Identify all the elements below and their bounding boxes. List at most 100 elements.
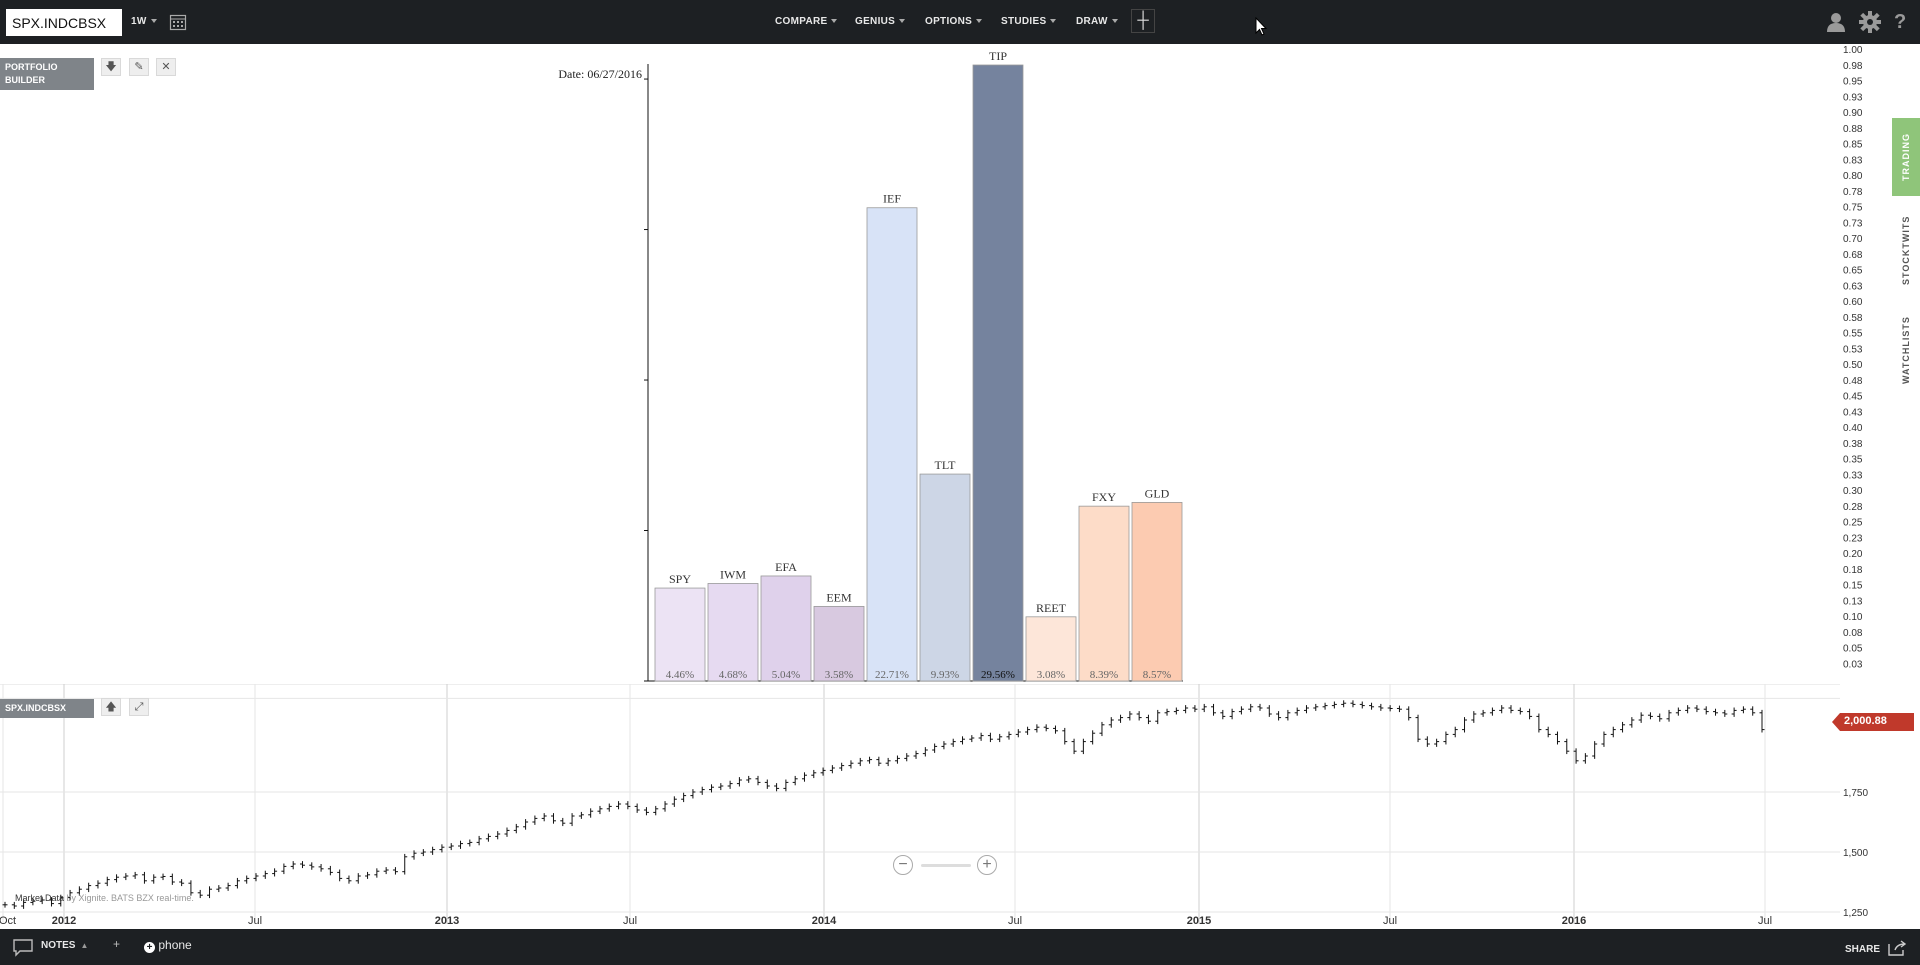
share-label: SHARE [1845, 944, 1881, 955]
bar-label-gld: GLD [1145, 486, 1170, 500]
compare-label: COMPARE [775, 16, 828, 27]
price-x-tick-label: 2013 [435, 915, 459, 927]
period-dropdown[interactable]: 1W [131, 0, 157, 44]
right-axis-tick-label: 0.48 [1843, 376, 1863, 387]
notes-button[interactable]: NOTES ▲ [41, 940, 88, 951]
right-axis-tick-label: 0.38 [1843, 439, 1863, 450]
portfolio-builder-title: PORTFOLIO BUILDER [0, 58, 94, 90]
notes-icon[interactable] [12, 938, 34, 963]
tab-stocktwits-label: STOCKTWITS [1901, 215, 1911, 285]
bar-label-tip: TIP [989, 49, 1007, 63]
chevron-down-icon [1050, 19, 1057, 24]
right-axis-tick-label: 0.45 [1843, 392, 1863, 403]
status-bar: NOTES ▲ + + phone SHARE [0, 929, 1920, 965]
genius-menu[interactable]: GENIUS [855, 0, 906, 44]
tab-trading[interactable]: TRADING [1892, 118, 1920, 196]
right-axis-tick-label: 0.35 [1843, 455, 1863, 466]
price-series [2, 700, 1765, 909]
close-icon: ✕ [161, 61, 171, 73]
expand-button[interactable]: ⤢ [129, 698, 149, 716]
price-x-tick-label: Jul [248, 915, 262, 927]
expand-icon: ⤢ [134, 701, 144, 713]
add-note-button[interactable]: + [113, 937, 120, 951]
crosshair-button[interactable]: ┼ [1131, 9, 1155, 33]
price-y-tick-label: 1,750 [1843, 788, 1868, 799]
options-label: OPTIONS [925, 16, 973, 27]
phone-note-tab[interactable]: + phone [144, 938, 192, 953]
close-panel-button[interactable]: ✕ [156, 58, 176, 76]
right-axis-tick-label: 0.90 [1843, 108, 1863, 119]
right-axis-tick-label: 0.88 [1843, 124, 1863, 135]
last-price-badge: 2,000.88 [1832, 713, 1914, 731]
bar-label-reet: REET [1036, 601, 1067, 615]
calendar-icon[interactable] [169, 13, 187, 36]
right-axis-tick-label: 0.63 [1843, 281, 1863, 292]
bar-percent-spy: 4.46% [666, 669, 694, 681]
price-x-tick-label: Jul [1383, 915, 1397, 927]
right-axis-tick-label: 0.95 [1843, 77, 1863, 88]
bar-label-ief: IEF [883, 192, 901, 206]
minus-icon: − [898, 856, 908, 873]
help-icon[interactable]: ? [1894, 11, 1907, 33]
bar-percent-ief: 22.71% [875, 669, 909, 681]
attribution-suffix: by Xignite. BATS BZX real-time. [64, 893, 194, 903]
notes-label: NOTES [41, 940, 76, 951]
move-down-button[interactable]: 🡇 [101, 58, 121, 76]
bar-label-efa: EFA [775, 560, 797, 574]
right-axis-tick-label: 1.00 [1843, 45, 1863, 56]
options-menu[interactable]: OPTIONS [925, 0, 983, 44]
studies-label: STUDIES [1001, 16, 1047, 27]
price-panel-title: SPX.INDCBSX [0, 699, 94, 718]
user-icon[interactable] [1825, 10, 1847, 34]
bar-percent-gld: 8.57% [1143, 669, 1171, 681]
chevron-up-icon: ▲ [80, 941, 89, 950]
tab-watchlists-label: WATCHLISTS [1901, 316, 1911, 384]
symbol-input[interactable] [6, 9, 122, 36]
right-axis-tick-label: 0.05 [1843, 644, 1863, 655]
bar-label-tlt: TLT [935, 458, 957, 472]
right-axis-tick-label: 0.78 [1843, 187, 1863, 198]
phone-label: phone [158, 938, 192, 952]
last-price-value: 2,000.88 [1844, 715, 1887, 727]
tab-trading-label: TRADING [1901, 133, 1911, 181]
tab-watchlists[interactable]: WATCHLISTS [1892, 302, 1920, 398]
zoom-in-button[interactable]: + [977, 855, 997, 875]
draw-menu[interactable]: DRAW [1076, 0, 1118, 44]
right-axis-tick-label: 0.28 [1843, 502, 1863, 513]
bar-tlt [919, 473, 971, 682]
right-axis-tick-label: 0.18 [1843, 565, 1863, 576]
move-up-button[interactable]: 🡅 [101, 698, 121, 716]
right-axis-tick-label: 0.13 [1843, 596, 1863, 607]
right-axis-tick-label: 0.53 [1843, 344, 1863, 355]
right-axis-tick-label: 0.20 [1843, 549, 1863, 560]
bar-percent-efa: 5.04% [772, 669, 800, 681]
zoom-out-button[interactable]: − [893, 855, 913, 875]
price-x-tick-label: Jul [623, 915, 637, 927]
bar-label-spy: SPY [669, 572, 691, 586]
right-axis-tick-label: 0.70 [1843, 234, 1863, 245]
price-y-tick-label: 1,500 [1843, 848, 1868, 859]
studies-menu[interactable]: STUDIES [1001, 0, 1057, 44]
mouse-cursor-icon [1255, 16, 1269, 42]
gear-icon[interactable] [1858, 10, 1881, 34]
arrow-up-icon: 🡅 [105, 701, 117, 713]
tab-stocktwits[interactable]: STOCKTWITS [1892, 202, 1920, 298]
period-label: 1W [131, 16, 147, 27]
bar-label-iwm: IWM [720, 567, 746, 581]
share-icon [1888, 940, 1906, 956]
price-x-tick-label: 2012 [52, 915, 76, 927]
right-axis-tick-label: 0.60 [1843, 297, 1863, 308]
right-axis-tick-label: 0.93 [1843, 92, 1863, 103]
attribution-prefix: Market Data [15, 893, 65, 903]
bar-tip [972, 64, 1024, 682]
edit-button[interactable]: ✎ [129, 58, 149, 76]
right-axis-tick-label: 0.43 [1843, 407, 1863, 418]
compare-menu[interactable]: COMPARE [775, 0, 838, 44]
bar-ief [866, 207, 918, 682]
bar-efa [760, 575, 812, 682]
zoom-slider[interactable] [921, 864, 971, 867]
market-data-attribution: Market Data by Xignite. BATS BZX real-ti… [15, 893, 194, 903]
bar-fxy [1078, 505, 1130, 682]
bar-gld [1131, 502, 1183, 682]
share-button[interactable]: SHARE [1845, 940, 1909, 956]
